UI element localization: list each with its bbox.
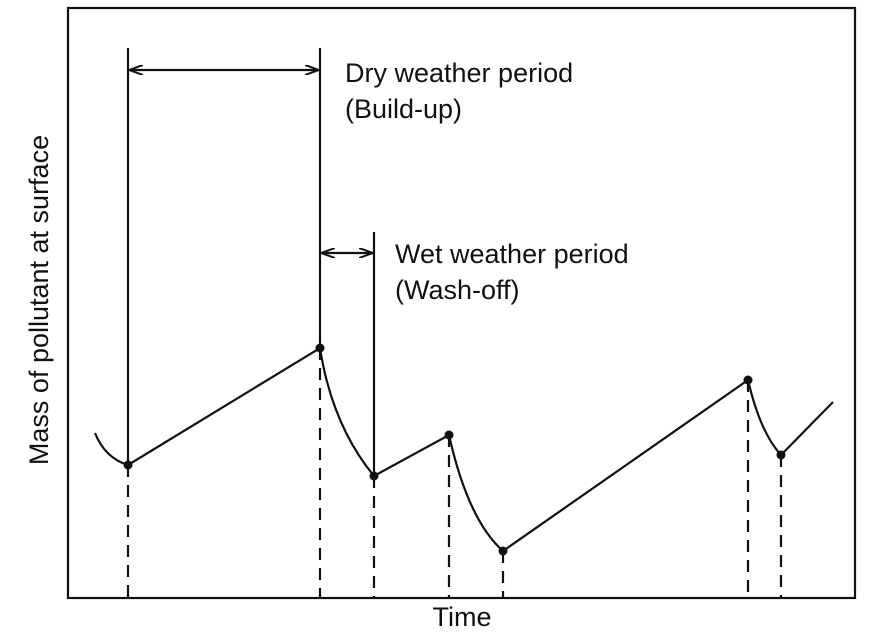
annotation-title: Dry weather period <box>345 58 573 88</box>
pollutant-curve <box>93 346 834 553</box>
drop-lines <box>126 348 783 598</box>
y-axis-label: Mass of pollutant at surface <box>24 135 54 465</box>
annotation-title: Wet weather period <box>395 239 629 269</box>
x-axis-label: Time <box>433 602 492 632</box>
annotation-subtitle: (Build-up) <box>345 94 462 124</box>
curve-points <box>123 343 786 556</box>
annotation-subtitle: (Wash-off) <box>395 275 520 305</box>
plot-frame <box>66 6 857 600</box>
period-markers <box>126 48 376 476</box>
